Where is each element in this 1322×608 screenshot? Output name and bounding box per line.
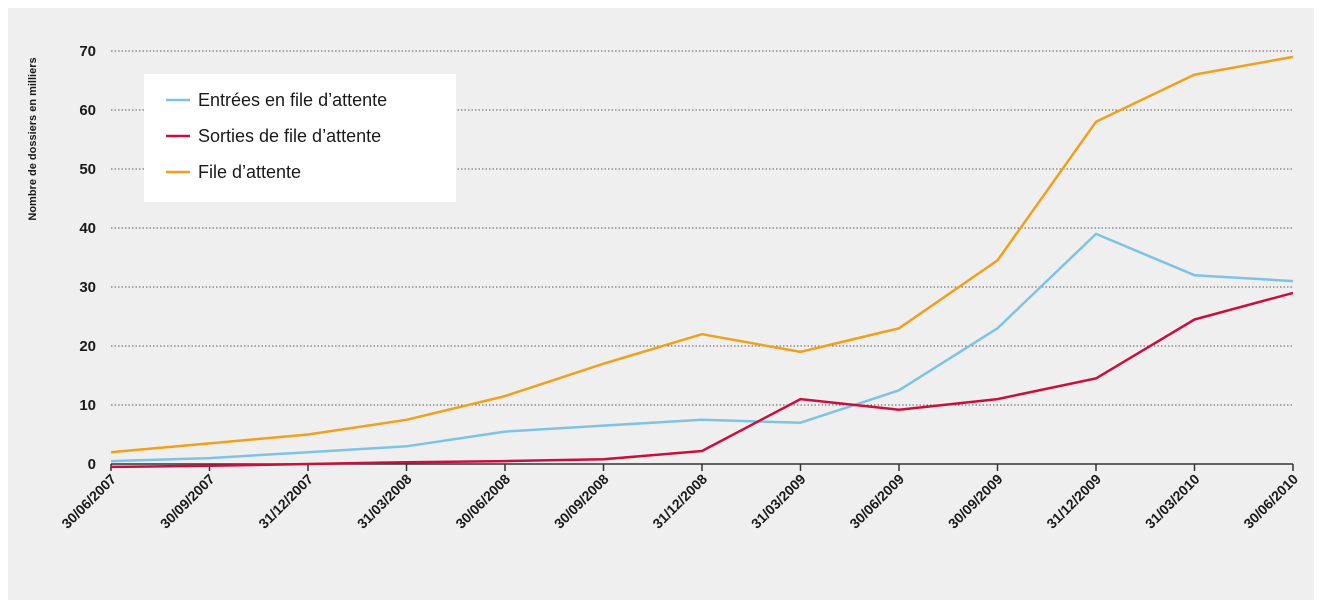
legend-box (144, 74, 456, 202)
series-line (110, 291, 1294, 469)
legend: Entrées en file d’attente Sorties de file… (144, 74, 456, 202)
x-tick-label: 30/06/2009 (846, 471, 907, 532)
series-line (110, 55, 1294, 454)
x-axis: 30/06/2007 30/09/2007 31/12/2007 31/03/2008… (58, 463, 1301, 532)
y-tick-label: 0 (88, 456, 96, 473)
series-line (110, 232, 1294, 463)
legend-label: File d’attente (198, 162, 301, 182)
x-tick-label: 30/09/2007 (157, 471, 218, 532)
x-tick-label: 30/06/2010 (1240, 471, 1301, 532)
x-tick-label: 30/09/2009 (945, 471, 1006, 532)
line-chart: Nombre de dossiers en milliers 0 10 20 30 40… (27, 43, 1301, 532)
legend-label: Entrées en file d’attente (198, 90, 387, 110)
x-tick-label: 31/12/2009 (1043, 471, 1104, 532)
y-axis-label: Nombre de dossiers en milliers (27, 57, 39, 220)
y-tick-label: 60 (79, 102, 96, 119)
gridlines (111, 50, 1293, 406)
y-tick-label: 30 (79, 279, 96, 296)
legend-label: Sorties de file d’attente (198, 126, 381, 146)
y-tick-label: 20 (79, 338, 96, 355)
x-tick-label: 30/06/2007 (58, 471, 119, 532)
y-tick-label: 10 (79, 397, 96, 414)
y-tick-labels: 0 10 20 30 40 50 60 70 (79, 43, 96, 473)
y-tick-label: 50 (79, 161, 96, 178)
y-tick-label: 40 (79, 220, 96, 237)
y-tick-label: 70 (79, 43, 96, 60)
x-tick-label: 31/03/2009 (748, 471, 809, 532)
x-tick-label: 30/09/2008 (551, 471, 612, 532)
x-tick-label: 31/12/2007 (255, 471, 316, 532)
chart-panel: Nombre de dossiers en milliers 0 10 20 30 40… (8, 8, 1314, 600)
x-tick-label: 30/06/2008 (452, 471, 513, 532)
x-tick-label: 31/12/2008 (649, 471, 710, 532)
x-tick-label: 31/03/2008 (354, 471, 415, 532)
x-tick-label: 31/03/2010 (1142, 471, 1203, 532)
series-lines (110, 55, 1294, 469)
